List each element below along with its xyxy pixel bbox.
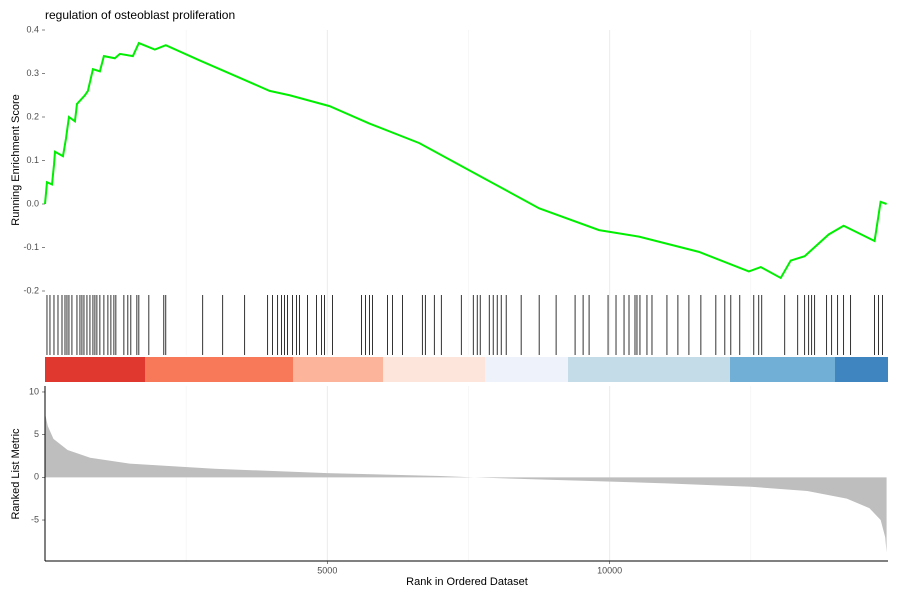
y-tick-label: 5 [34, 429, 39, 439]
y-tick-label: 10 [29, 386, 39, 396]
y-tick-label: 0 [34, 472, 39, 482]
y-tick-label: 0.0 [26, 198, 39, 208]
y-axis-title: Ranked List Metric [10, 428, 22, 520]
x-tick-label: 10000 [597, 565, 622, 575]
y-tick-label: -5 [31, 514, 39, 524]
y-tick-label: 0.3 [26, 68, 39, 78]
color-bar [45, 357, 888, 382]
y-tick-label: -0.2 [23, 285, 39, 295]
y-tick-label: 0.4 [26, 24, 39, 34]
y-tick-label: -0.1 [23, 242, 39, 252]
metric-area [45, 413, 887, 553]
es-line [44, 41, 887, 280]
y-axis-title: Running Enrichment Score [10, 94, 22, 225]
x-axis-title: Rank in Ordered Dataset [406, 576, 528, 588]
y-tick-label: 0.1 [26, 155, 39, 165]
x-tick-label: 5000 [317, 565, 337, 575]
y-tick-label: 0.2 [26, 111, 39, 121]
chart-title: regulation of osteoblast proliferation [45, 8, 235, 22]
